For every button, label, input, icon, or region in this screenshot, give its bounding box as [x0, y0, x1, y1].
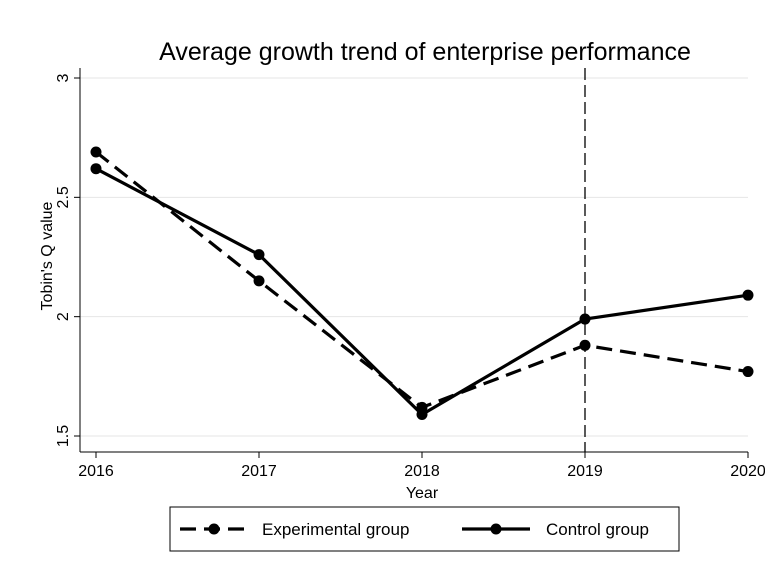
- legend-label: Experimental group: [262, 520, 409, 539]
- x-tick-label: 2016: [78, 463, 114, 480]
- data-point: [742, 366, 754, 378]
- legend-box: [169, 506, 680, 552]
- plot-area: [80, 68, 748, 452]
- data-point: [253, 249, 265, 261]
- grid-lines: [80, 77, 748, 437]
- x-axis-title: Year: [406, 485, 439, 502]
- data-point: [579, 339, 591, 351]
- legend-marker: [208, 523, 220, 535]
- series-1: [90, 146, 754, 413]
- x-tick-label: 2017: [241, 463, 277, 480]
- x-tick-label: 2019: [567, 463, 603, 480]
- x-tick-label: 2018: [404, 463, 440, 480]
- y-tick-label: 2: [55, 312, 72, 321]
- chart-title: Average growth trend of enterprise perfo…: [159, 38, 691, 66]
- y-tick-label: 2.5: [55, 186, 72, 208]
- y-tick-label: 3: [55, 73, 72, 82]
- y-axis-title: Tobin's Q value: [39, 201, 56, 310]
- x-tick-label: 2020: [730, 463, 765, 480]
- legend: Experimental group Control group: [169, 506, 680, 552]
- data-point: [90, 146, 102, 158]
- axes: 1.5 2 2.5 3 2016 2017 2018 2019 2020: [55, 68, 765, 480]
- data-point: [90, 163, 102, 175]
- series-2: [90, 163, 754, 421]
- data-point: [579, 313, 591, 325]
- y-tick-label: 1.5: [55, 425, 72, 447]
- legend-label: Control group: [546, 520, 649, 539]
- data-point: [742, 289, 754, 301]
- data-point: [253, 275, 265, 287]
- data-point: [416, 409, 428, 421]
- legend-marker: [490, 523, 502, 535]
- series-group: [90, 146, 754, 421]
